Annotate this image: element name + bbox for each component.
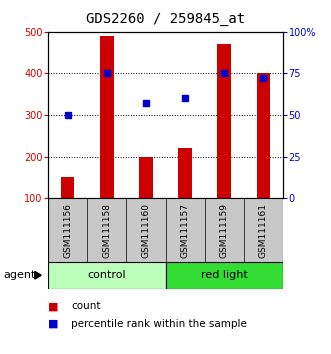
Text: agent: agent — [3, 270, 36, 280]
Bar — [61, 177, 74, 198]
Text: GDS2260 / 259845_at: GDS2260 / 259845_at — [86, 12, 245, 27]
Text: red light: red light — [201, 270, 248, 280]
Bar — [48, 262, 166, 289]
Text: GSM111156: GSM111156 — [63, 202, 72, 258]
Bar — [217, 44, 231, 198]
Text: GSM111157: GSM111157 — [181, 202, 190, 258]
Bar — [178, 148, 192, 198]
Text: GSM111161: GSM111161 — [259, 202, 268, 258]
Bar — [257, 74, 270, 198]
Bar — [100, 36, 114, 198]
Text: GSM111160: GSM111160 — [141, 202, 150, 258]
Text: GSM111158: GSM111158 — [102, 202, 111, 258]
Text: ■: ■ — [48, 301, 59, 311]
Text: percentile rank within the sample: percentile rank within the sample — [71, 319, 247, 329]
Polygon shape — [35, 272, 41, 279]
Bar — [166, 262, 283, 289]
Bar — [139, 156, 153, 198]
Text: control: control — [87, 270, 126, 280]
Text: GSM111159: GSM111159 — [220, 202, 229, 258]
Text: ■: ■ — [48, 319, 59, 329]
Text: count: count — [71, 301, 101, 311]
